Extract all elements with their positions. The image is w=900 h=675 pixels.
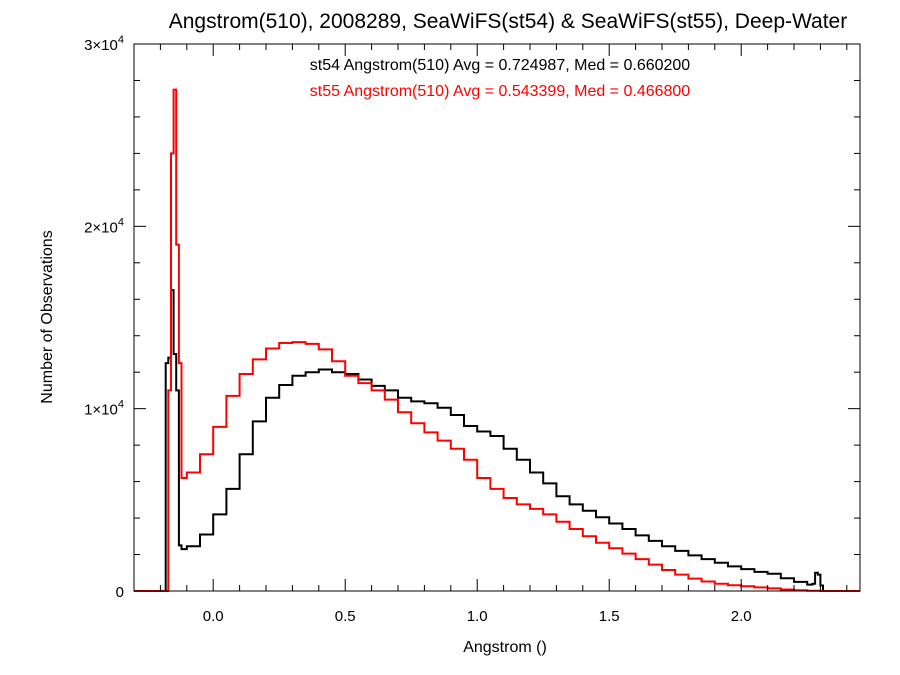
series-line-st54 — [134, 289, 860, 592]
y-tick-label: 2×104 — [84, 216, 124, 236]
y-tick-label: 0 — [116, 584, 124, 601]
series-annotation-st55: st55 Angstrom(510) Avg = 0.543399, Med =… — [310, 83, 691, 100]
x-tick-label: 0.5 — [335, 608, 356, 625]
plot-layer — [134, 88, 860, 592]
y-tick-label-exponent: 4 — [118, 216, 124, 228]
axis-layer: 0.0 0.5 1.0 1.5 2.0 0 1×104 2×104 3×104 — [84, 34, 860, 625]
y-tick-label-exponent: 4 — [118, 399, 124, 411]
series-line-st55 — [134, 88, 860, 592]
y-tick-label: 1×104 — [84, 399, 124, 419]
x-tick-label: 1.0 — [467, 608, 488, 625]
x-tick-label: 1.5 — [599, 608, 620, 625]
plot-frame — [133, 43, 861, 592]
y-tick-label: 3×104 — [84, 34, 124, 54]
y-axis-label: Number of Observations — [39, 230, 56, 403]
series-annotation-st54: st54 Angstrom(510) Avg = 0.724987, Med =… — [310, 57, 691, 74]
chart-title: Angstrom(510), 2008289, SeaWiFS(st54) & … — [169, 10, 847, 33]
x-tick-label: 2.0 — [731, 608, 752, 625]
x-axis-label: Angstrom () — [463, 639, 547, 656]
x-tick-label: 0.0 — [203, 608, 224, 625]
y-tick-label-exponent: 4 — [118, 34, 124, 46]
